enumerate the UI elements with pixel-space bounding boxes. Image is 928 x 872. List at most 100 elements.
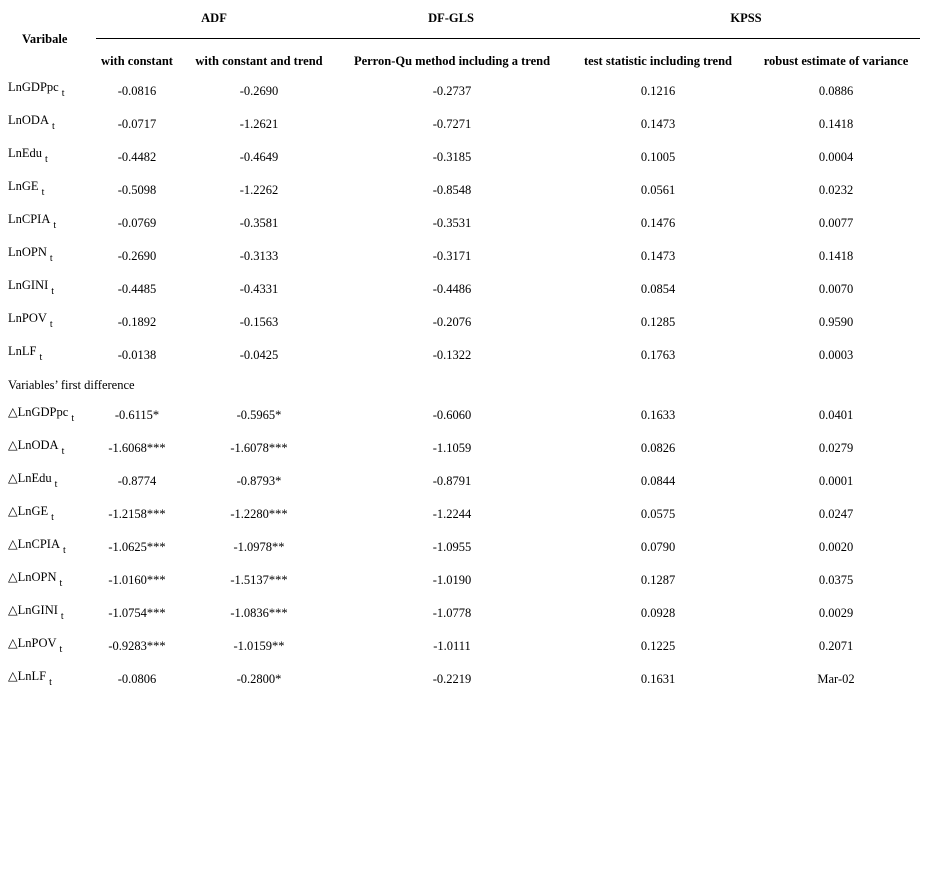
table-cell: 0.1631 bbox=[640, 672, 676, 686]
time-subscript: t bbox=[45, 154, 48, 165]
variable-name: LnGE bbox=[8, 179, 39, 193]
table-cell: 0.0826 bbox=[640, 441, 676, 455]
table-cell: -1.2158*** bbox=[108, 507, 166, 521]
table-cell: 0.0020 bbox=[818, 540, 854, 554]
variable-name: LnPOV bbox=[8, 311, 47, 325]
table-cell: -1.0754*** bbox=[108, 606, 166, 620]
table-cell: -0.9283*** bbox=[108, 639, 166, 653]
table-cell: 0.1633 bbox=[640, 408, 676, 422]
table-cell: 0.1476 bbox=[640, 216, 676, 230]
table-cell: -1.0778 bbox=[432, 606, 472, 620]
time-subscript: t bbox=[59, 644, 63, 655]
variable-label: △LnGDPpc t bbox=[8, 404, 74, 424]
time-subscript: t bbox=[51, 512, 54, 523]
table-cell: 0.0070 bbox=[818, 282, 854, 296]
table-cell: -1.0111 bbox=[433, 639, 471, 653]
variable-label: LnLF t bbox=[8, 344, 42, 363]
variable-label: △LnCPIA t bbox=[8, 536, 66, 556]
table-cell: -1.0836*** bbox=[230, 606, 288, 620]
table-cell: -1.5137*** bbox=[230, 573, 288, 587]
variable-name: LnGDPpc bbox=[8, 80, 59, 94]
variable-label: LnODA t bbox=[8, 113, 55, 132]
table-cell: -0.4485 bbox=[117, 282, 157, 296]
table-cell: -1.2280*** bbox=[230, 507, 288, 521]
table-cell: -0.6060 bbox=[432, 408, 472, 422]
variable-label: △LnGE t bbox=[8, 503, 54, 523]
table-cell: -1.0159** bbox=[233, 639, 285, 653]
variable-label: △LnLF t bbox=[8, 668, 52, 688]
table-cell: -0.7271 bbox=[432, 117, 472, 131]
time-subscript: t bbox=[53, 220, 57, 231]
table-cell: 0.0844 bbox=[640, 474, 676, 488]
variable-name: △LnGDPpc bbox=[8, 405, 69, 419]
group-header-kpss: KPSS bbox=[730, 11, 762, 25]
table-cell: 0.0928 bbox=[640, 606, 676, 620]
table-cell: 0.1287 bbox=[640, 573, 676, 587]
column-header: robust estimate of variance bbox=[763, 54, 909, 68]
column-header: test statistic including trend bbox=[583, 54, 733, 68]
table-cell: -0.8793* bbox=[236, 474, 282, 488]
table-cell: -1.0625*** bbox=[108, 540, 166, 554]
group-header-adf: ADF bbox=[201, 11, 227, 25]
time-subscript: t bbox=[62, 545, 66, 556]
table-cell: -0.1563 bbox=[239, 315, 279, 329]
table-cell: 0.0375 bbox=[818, 573, 854, 587]
table-cell: -0.8548 bbox=[432, 183, 472, 197]
variable-name: LnLF bbox=[8, 344, 37, 358]
row-header: Varibale bbox=[22, 32, 68, 46]
table-cell: 0.1473 bbox=[640, 249, 676, 263]
table-cell: -0.3171 bbox=[432, 249, 472, 263]
table-cell: -0.0138 bbox=[117, 348, 157, 362]
table-cell: 0.1285 bbox=[640, 315, 676, 329]
variable-label: △LnGINI t bbox=[8, 602, 64, 622]
table-cell: -0.4331 bbox=[239, 282, 279, 296]
table-cell: 0.1005 bbox=[640, 150, 676, 164]
table-cell: 0.0279 bbox=[818, 441, 854, 455]
table-cell: 0.2071 bbox=[818, 639, 854, 653]
table-cell: -0.2690 bbox=[239, 84, 279, 98]
column-header: with constant bbox=[101, 54, 173, 68]
table-cell: 0.0004 bbox=[818, 150, 854, 164]
table-cell: -0.4649 bbox=[239, 150, 279, 164]
variable-label: LnPOV t bbox=[8, 311, 53, 330]
group-header-dfgls: DF-GLS bbox=[428, 11, 474, 25]
variable-name: △LnOPN bbox=[8, 570, 57, 584]
variable-name: △LnGE bbox=[8, 504, 49, 518]
table-cell: -1.0160*** bbox=[108, 573, 166, 587]
table-cell: -0.2219 bbox=[432, 672, 472, 686]
table-cell: 0.0854 bbox=[640, 282, 676, 296]
section-label: Variables’ first difference bbox=[8, 378, 135, 392]
table-cell: 0.1225 bbox=[640, 639, 676, 653]
table-cell: 0.0790 bbox=[640, 540, 676, 554]
time-subscript: t bbox=[61, 446, 65, 457]
table-cell: 0.0886 bbox=[818, 84, 854, 98]
column-header: with constant and trend bbox=[195, 54, 323, 68]
variable-name: △LnPOV bbox=[8, 636, 57, 650]
table-cell: Mar-02 bbox=[817, 672, 855, 686]
table-cell: -0.1892 bbox=[117, 315, 157, 329]
table-cell: -1.2262 bbox=[239, 183, 279, 197]
variable-label: LnGDPpc t bbox=[8, 80, 64, 99]
table-cell: -0.8774 bbox=[117, 474, 157, 488]
table-cell: -0.0769 bbox=[117, 216, 157, 230]
variable-name: LnODA bbox=[8, 113, 49, 127]
variable-label: △LnODA t bbox=[8, 437, 64, 457]
time-subscript: t bbox=[39, 352, 43, 363]
variable-name: △LnLF bbox=[8, 669, 47, 683]
variable-label: △LnPOV t bbox=[8, 635, 62, 655]
table-cell: -0.6115* bbox=[114, 408, 160, 422]
table-cell: -0.3133 bbox=[239, 249, 279, 263]
table-cell: 0.0232 bbox=[818, 183, 854, 197]
table-cell: -0.5965* bbox=[236, 408, 282, 422]
table-cell: -0.1322 bbox=[432, 348, 472, 362]
variable-label: LnGE t bbox=[8, 179, 44, 198]
time-subscript: t bbox=[61, 88, 65, 99]
table-cell: -0.3581 bbox=[239, 216, 279, 230]
time-subscript: t bbox=[49, 319, 53, 330]
variable-name: LnOPN bbox=[8, 245, 47, 259]
table-cell: 0.0003 bbox=[818, 348, 854, 362]
table-cell: 0.0247 bbox=[818, 507, 854, 521]
table-cell: -0.2800* bbox=[236, 672, 282, 686]
variable-label: LnOPN t bbox=[8, 245, 53, 264]
variable-name: △LnGINI bbox=[8, 603, 58, 617]
